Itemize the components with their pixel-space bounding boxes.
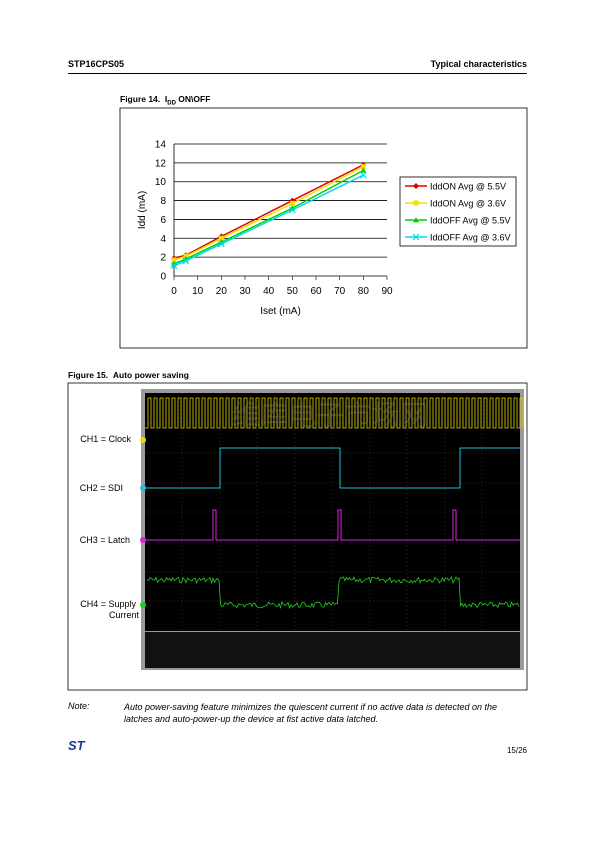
- marker: [360, 167, 367, 173]
- scope-status-bar: [145, 632, 520, 668]
- figure-title: I: [164, 94, 168, 104]
- header-rule: [68, 73, 527, 74]
- y-tick-label: 2: [160, 253, 166, 264]
- x-tick-label: 30: [239, 286, 251, 297]
- ch-marker: [140, 485, 146, 491]
- watermark: 维库电子市场网: [232, 400, 428, 431]
- ch-marker: [140, 437, 146, 443]
- legend-label: IddOFF Avg @ 3.6V: [430, 233, 511, 243]
- marker: [171, 257, 177, 263]
- figure-title: Auto power saving: [112, 370, 189, 380]
- figure-label: Figure 15.: [68, 370, 109, 380]
- marker: [288, 206, 296, 214]
- y-tick-label: 6: [160, 215, 166, 226]
- x-tick-label: 50: [287, 286, 299, 297]
- marker: [289, 200, 295, 206]
- logo: ST: [68, 738, 85, 753]
- x-axis-label: Iset (mA): [260, 306, 301, 317]
- ch3-trace: [145, 509, 520, 541]
- y-tick-label: 14: [155, 140, 167, 151]
- figure-label: Figure 14.: [120, 94, 161, 104]
- figure-title-sub: DD: [167, 100, 176, 107]
- y-tick-label: 8: [160, 196, 166, 207]
- y-tick-label: 10: [155, 177, 167, 188]
- channel-label: CH1 = Clock: [80, 434, 131, 444]
- ch4-trace: [146, 576, 520, 610]
- marker: [218, 235, 224, 241]
- marker: [412, 233, 420, 241]
- legend-label: IddON Avg @ 3.6V: [430, 199, 506, 209]
- x-tick-label: 60: [310, 286, 322, 297]
- scope-grid: [145, 393, 520, 631]
- channel-label: CH3 = Latch: [80, 535, 130, 545]
- x-tick-label: 80: [358, 286, 370, 297]
- legend-label: IddON Avg @ 5.5V: [430, 182, 506, 192]
- channel-label: Current: [109, 610, 140, 620]
- note-label: Note:: [68, 701, 90, 711]
- y-axis-label: Idd (mA): [137, 191, 148, 229]
- x-tick-label: 20: [216, 286, 228, 297]
- marker: [413, 217, 419, 223]
- x-tick-label: 70: [334, 286, 346, 297]
- ch-marker: [140, 537, 146, 543]
- marker: [170, 262, 178, 270]
- header-left: STP16CPS05: [68, 59, 125, 69]
- x-tick-label: 40: [263, 286, 275, 297]
- page-number: 15/26: [506, 746, 527, 755]
- figure-title-rest: ON\OFF: [175, 94, 211, 104]
- figure-caption: Figure 15. Auto power saving: [68, 370, 189, 380]
- ch2-trace: [145, 447, 520, 489]
- channel-label: CH4 = Supply: [80, 599, 136, 609]
- legend-label: IddOFF Avg @ 5.5V: [430, 216, 511, 226]
- marker: [217, 240, 225, 248]
- header-right: Typical characteristics: [430, 59, 527, 69]
- marker: [413, 200, 419, 206]
- ch-marker: [140, 602, 146, 608]
- marker: [359, 171, 367, 179]
- y-tick-label: 0: [160, 272, 166, 283]
- ch1-trace: [145, 397, 524, 429]
- marker: [360, 164, 366, 170]
- x-tick-label: 0: [171, 286, 177, 297]
- marker: [182, 257, 190, 265]
- channel-label: CH2 = SDI: [80, 483, 123, 493]
- marker: [413, 183, 419, 189]
- figure-caption: Figure 14. IDD ON\OFF: [120, 94, 210, 107]
- y-tick-label: 12: [155, 158, 167, 169]
- x-tick-label: 90: [381, 286, 393, 297]
- y-tick-label: 4: [160, 234, 166, 245]
- note-text: Auto power-saving feature minimizes the …: [124, 702, 498, 724]
- x-tick-label: 10: [192, 286, 204, 297]
